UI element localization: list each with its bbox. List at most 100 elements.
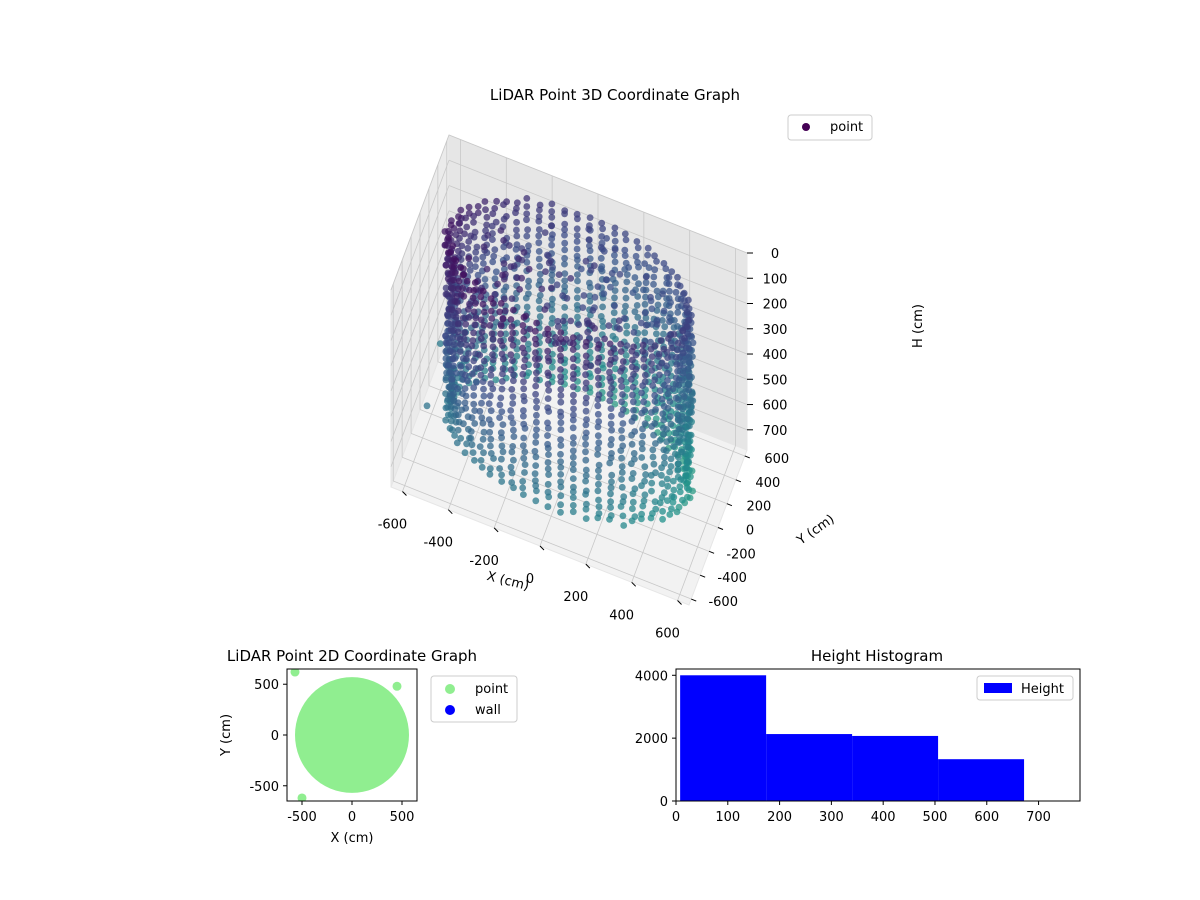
chart-3d-point: [647, 514, 655, 522]
chart-3d-gridline-y: [428, 385, 728, 505]
chart-3d-point: [446, 384, 453, 391]
chart-3d-point: [507, 263, 515, 271]
chart-3d-point: [489, 210, 497, 218]
chart-3d-point: [653, 287, 661, 295]
chart-3d-point: [607, 378, 615, 385]
chart-3d-point: [519, 344, 526, 352]
chart-3d-point: [453, 439, 461, 447]
chart-3d-point: [463, 223, 471, 231]
chart-3d-point: [608, 450, 615, 457]
chart-3d-point: [664, 497, 671, 504]
chart-3d-point: [622, 352, 630, 359]
chart-3d-point: [659, 515, 666, 523]
chart-3d-point: [639, 502, 647, 510]
chart-3d-point: [674, 473, 682, 481]
chart-3d-point: [498, 408, 506, 415]
chart-3d-point: [648, 367, 656, 374]
chart-3d-point: [628, 475, 636, 482]
histogram-legend-label: Height: [1021, 682, 1064, 697]
chart-3d-point: [532, 462, 540, 469]
chart-3d-point: [557, 335, 565, 343]
chart-3d-point: [524, 226, 531, 234]
chart-3d-point: [672, 394, 680, 402]
chart-3d-point: [655, 363, 663, 371]
chart-3d-point: [685, 458, 692, 465]
chart-3d-point: [638, 482, 645, 490]
chart-3d-point: [509, 400, 517, 407]
chart-3d-point: [533, 487, 540, 495]
chart-2d-point: [392, 681, 402, 691]
chart-2d-legend: point wall: [430, 675, 518, 723]
chart-3d-point: [621, 252, 629, 259]
histogram-xtick-label: 200: [767, 810, 792, 825]
chart-3d-point: [497, 330, 504, 338]
chart-3d-ylabel: Y (cm): [794, 512, 838, 549]
chart-3d-point: [513, 226, 520, 234]
chart-3d-point: [628, 363, 636, 371]
chart-3d-point: [598, 219, 606, 227]
chart-3d-point: [449, 242, 457, 250]
chart-3d-point: [621, 314, 628, 322]
chart-3d-point: [569, 494, 577, 501]
chart-3d-point: [640, 286, 647, 294]
chart-3d-point: [531, 447, 539, 455]
chart-3d-point: [607, 484, 615, 492]
chart-3d-point: [617, 348, 625, 355]
chart-3d-point: [608, 436, 615, 443]
chart-3d-point: [521, 448, 529, 456]
chart-3d-point: [651, 266, 659, 274]
chart-3d-point: [483, 213, 491, 221]
chart-3d-point: [480, 449, 487, 457]
chart-3d-point: [457, 206, 465, 214]
chart-3d-point: [561, 270, 569, 277]
chart-3d-point: [586, 297, 594, 305]
chart-3d-point: [660, 260, 668, 267]
chart-3d-point: [586, 279, 593, 287]
histogram-ytick-label: 2000: [635, 732, 668, 747]
chart-3d-point: [460, 420, 467, 428]
chart-3d-point: [621, 246, 629, 254]
chart-3d-point: [479, 419, 487, 427]
chart-3d-point: [454, 328, 462, 336]
chart-3d-point: [557, 501, 564, 509]
chart-2d-xtick-label: 500: [390, 810, 415, 825]
chart-3d-point: [582, 472, 590, 479]
chart-3d-point: [660, 330, 667, 338]
chart-3d-point: [487, 365, 495, 373]
chart-3d-point: [480, 428, 488, 436]
chart-3d-xlabel: X (cm): [485, 569, 530, 594]
chart-3d-point: [597, 265, 605, 273]
chart-3d-point: [523, 210, 531, 218]
chart-3d-point: [532, 382, 540, 390]
chart-3d-point: [451, 269, 459, 277]
chart-3d-point: [666, 287, 673, 295]
chart-3d-point: [634, 244, 642, 252]
chart-3d-point: [462, 392, 470, 400]
chart-3d-point: [630, 450, 638, 457]
chart-3d-point: [450, 276, 457, 284]
chart-3d-point: [498, 471, 505, 479]
chart-3d-xtick-label: 200: [563, 590, 588, 605]
chart-3d-point: [468, 414, 476, 422]
chart-3d-point: [544, 465, 552, 473]
chart-3d-point: [536, 270, 544, 278]
chart-3d-point: [666, 318, 673, 326]
chart-3d-point: [586, 214, 594, 222]
chart-3d-point: [606, 340, 614, 348]
chart-3d-point: [479, 435, 487, 443]
chart-3d-point: [557, 392, 565, 399]
chart-3d-point: [533, 319, 540, 327]
chart-3d-point: [445, 249, 452, 257]
chart-3d-point: [472, 248, 480, 256]
chart-3d-point: [497, 227, 505, 234]
chart-3d-point: [618, 476, 625, 483]
chart-3d-point: [513, 352, 521, 360]
chart-3d-xtick-label: -600: [378, 518, 408, 533]
chart-3d-point: [570, 405, 577, 413]
chart-3d-point: [582, 399, 590, 407]
chart-3d-point: [448, 306, 456, 314]
chart-3d-point: [668, 493, 676, 500]
chart-3d-point: [523, 303, 531, 311]
chart-3d-point: [576, 334, 583, 341]
chart-3d-point: [545, 336, 552, 344]
